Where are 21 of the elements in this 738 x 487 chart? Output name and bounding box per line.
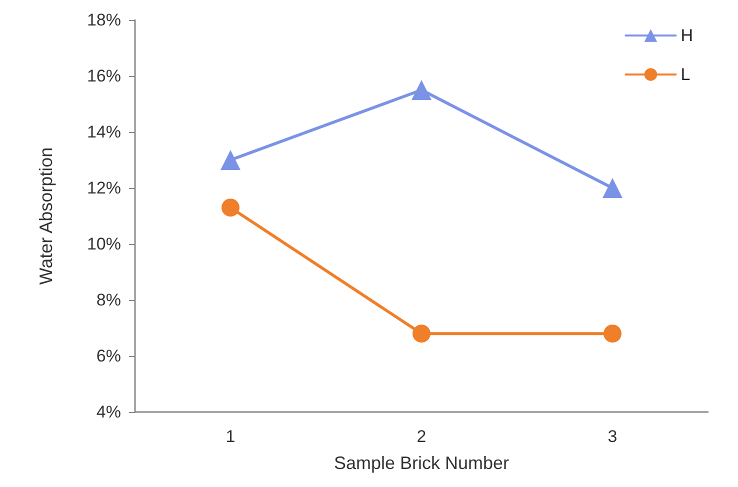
legend-label: L xyxy=(680,65,690,84)
x-tick-label: 2 xyxy=(416,427,426,446)
x-tick-label: 1 xyxy=(226,427,236,446)
y-tick-label: 10% xyxy=(86,234,121,254)
y-tick-label: 18% xyxy=(86,10,121,30)
y-tick-label: 12% xyxy=(86,178,121,198)
legend-label: H xyxy=(680,26,694,45)
y-tick-label: 14% xyxy=(86,122,121,142)
point xyxy=(222,198,240,217)
point xyxy=(220,150,240,170)
point xyxy=(604,324,622,343)
point xyxy=(412,80,432,100)
point xyxy=(602,178,622,198)
x-tick-label: 3 xyxy=(608,427,618,446)
y-axis-title: Water Absorption xyxy=(36,147,56,285)
x-axis-title: Sample Brick Number xyxy=(334,453,510,473)
y-tick-label: 8% xyxy=(96,290,121,310)
y-tick-label: 16% xyxy=(86,66,121,86)
point xyxy=(412,324,430,343)
y-tick-label: 6% xyxy=(96,346,121,366)
y-tick-label: 4% xyxy=(96,402,121,422)
